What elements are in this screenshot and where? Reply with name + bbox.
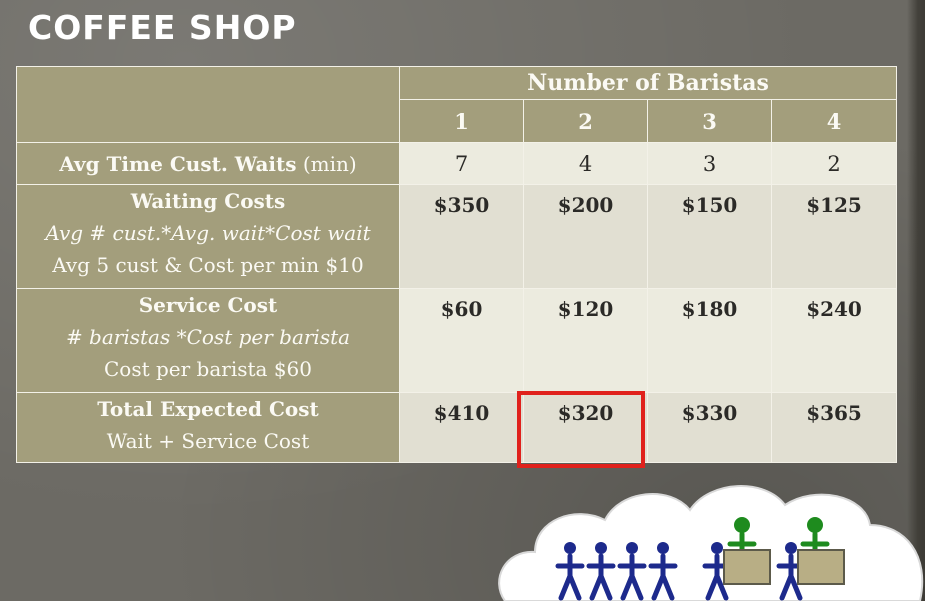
column-header: 1 xyxy=(399,99,524,143)
table-cell: $200 xyxy=(523,184,648,289)
person-icon xyxy=(702,542,732,601)
table-cell: 3 xyxy=(647,142,772,185)
person-icon xyxy=(555,542,585,601)
optimal-highlight-box xyxy=(517,391,645,468)
person-icon xyxy=(776,542,806,601)
table-row: Service Cost # baristas *Cost per barist… xyxy=(16,288,898,393)
row-label-note: Cost per barista $60 xyxy=(104,357,312,381)
table-row: Waiting Costs Avg # cust.*Avg. wait*Cost… xyxy=(16,184,898,289)
table-cell: $120 xyxy=(523,288,648,393)
barista-icon xyxy=(727,517,757,553)
table-row: Avg Time Cust. Waits (min) 7 4 3 2 xyxy=(16,142,898,185)
row-label: Avg Time Cust. Waits (min) xyxy=(16,142,400,185)
table-cell: 2 xyxy=(770,142,898,185)
row-label-title: Waiting Costs xyxy=(130,189,286,213)
person-icon xyxy=(617,542,647,601)
barista-cloud-illustration xyxy=(498,485,924,601)
row-label: Total Expected Cost Wait + Service Cost xyxy=(16,392,400,463)
row-label: Service Cost # baristas *Cost per barist… xyxy=(16,288,400,393)
table-cell: $60 xyxy=(399,288,524,393)
row-label-title: Avg Time Cust. Waits (min) xyxy=(59,151,357,176)
barista-icons xyxy=(723,517,845,585)
table-cell: $410 xyxy=(399,392,524,463)
row-label-formula: # baristas *Cost per barista xyxy=(65,325,351,349)
column-header: 4 xyxy=(770,99,898,143)
barista-icon xyxy=(800,517,830,553)
table-cell: $125 xyxy=(770,184,898,289)
table-corner xyxy=(16,66,400,143)
row-label-title: Total Expected Cost xyxy=(97,397,319,421)
column-header: 3 xyxy=(647,99,772,143)
table-cell: $180 xyxy=(647,288,772,393)
slide-title: COFFEE SHOP xyxy=(28,8,297,47)
row-label-title: Service Cost xyxy=(138,293,278,317)
person-icon xyxy=(648,542,678,601)
column-header: 2 xyxy=(523,99,648,143)
table-cell: 7 xyxy=(399,142,524,185)
counter-icon xyxy=(797,549,845,585)
table-row: Total Expected Cost Wait + Service Cost … xyxy=(16,392,898,463)
counter-icon xyxy=(723,549,771,585)
row-label-note: Wait + Service Cost xyxy=(106,429,310,453)
background-edge xyxy=(907,0,925,601)
row-label-note: Avg 5 cust & Cost per min $10 xyxy=(52,253,364,277)
table-cell: $330 xyxy=(647,392,772,463)
cloud-icon xyxy=(498,485,924,601)
row-label: Waiting Costs Avg # cust.*Avg. wait*Cost… xyxy=(16,184,400,289)
cost-table: Number of Baristas 1 2 3 4 Avg Time Cust… xyxy=(16,66,898,463)
table-cell: $350 xyxy=(399,184,524,289)
person-icon xyxy=(586,542,616,601)
table-cell: $365 xyxy=(770,392,898,463)
row-label-unit: (min) xyxy=(296,151,357,176)
column-group-header: Number of Baristas xyxy=(398,66,898,100)
row-label-formula: Avg # cust.*Avg. wait*Cost wait xyxy=(45,221,371,245)
customer-icons xyxy=(555,542,806,601)
table-cell: 4 xyxy=(523,142,648,185)
table-cell: $150 xyxy=(647,184,772,289)
table-cell: $240 xyxy=(770,288,898,393)
